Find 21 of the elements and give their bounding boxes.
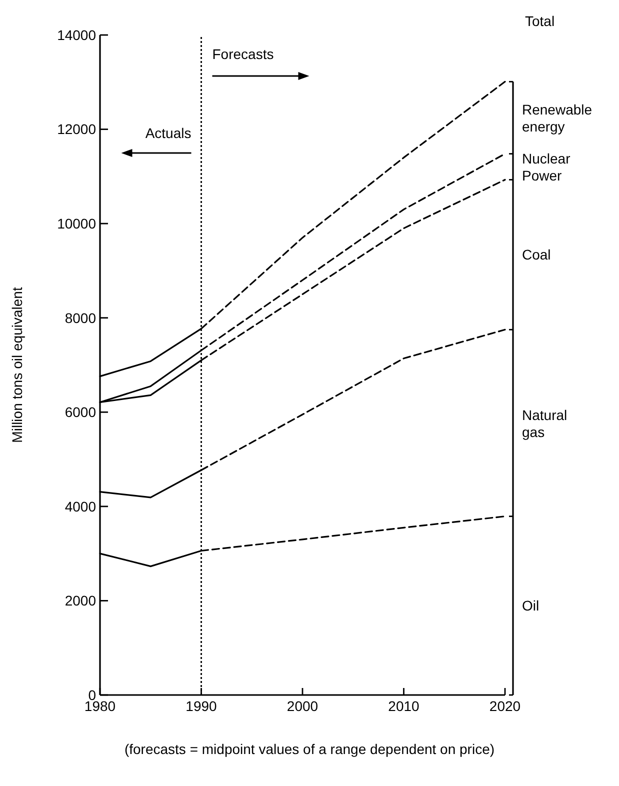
text: Nuclear Power	[522, 150, 571, 184]
x-tick-label: 2000	[286, 698, 318, 714]
y-tick-label: 10000	[57, 215, 96, 232]
text: Natural gas	[522, 406, 568, 440]
annotation: Forecasts	[212, 46, 274, 62]
x-tick-label: 2010	[388, 698, 420, 714]
y-tick-label: 12000	[57, 121, 96, 138]
text: Renewable energy	[522, 102, 592, 135]
text: Coal	[522, 246, 551, 263]
x-tick-label: 2020	[489, 698, 521, 714]
y-tick-label: 14000	[57, 26, 96, 43]
y-axis-title: Million tons oil equivalent	[9, 287, 25, 443]
annotation: Actuals	[145, 125, 192, 141]
text: (forecasts = midpoint values of a range dependent on price)	[124, 741, 495, 757]
text: Total	[525, 13, 555, 29]
text: Oil	[522, 598, 540, 614]
x-tick-label: 1990	[186, 698, 218, 714]
y-tick-label: 4000	[64, 498, 96, 514]
y-tick-label: 6000	[64, 404, 96, 420]
y-tick-label: 2000	[64, 592, 96, 609]
y-tick-label: 8000	[64, 310, 96, 326]
